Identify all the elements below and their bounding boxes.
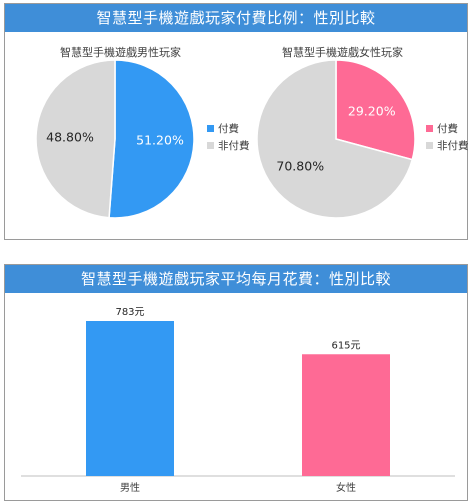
male-pie-title: 智慧型手機遊戲男性玩家 <box>60 46 181 59</box>
male-pie-label-paid: 51.20% <box>136 133 184 148</box>
legend-label-paid: 付費 <box>218 123 239 135</box>
x-tick-label-female: 女性 <box>336 481 356 494</box>
legend-label-unpaid: 非付費 <box>218 140 250 152</box>
x-tick-label-male: 男性 <box>120 481 140 494</box>
pie-charts: 51.20% 48.80% 29.20% 70.80% <box>35 59 416 219</box>
paid-ratio-banner: 智慧型手機遊戲玩家付費比例：性別比較 <box>5 4 467 32</box>
female-pie-title: 智慧型手機遊戲女性玩家 <box>282 46 403 59</box>
legend-label-unpaid: 非付費 <box>437 140 469 152</box>
legend-swatch-paid <box>207 125 214 132</box>
bar-data-label-male: 783元 <box>115 307 144 318</box>
paid-ratio-panel: 智慧型手機遊戲玩家付費比例：性別比較 智慧型手機遊戲男性玩家 智慧型手機遊戲女性… <box>4 3 469 240</box>
bar-female <box>302 354 390 476</box>
legend-swatch-paid <box>426 125 433 132</box>
legend-item-unpaid: 非付費 <box>207 137 250 154</box>
monthly-spend-panel: 智慧型手機遊戲玩家平均每月花費：性別比較 783元男性 615元女性 <box>4 264 468 501</box>
legend-swatch-unpaid <box>426 142 433 149</box>
female-pie-legend: 付費 非付費 <box>426 120 469 154</box>
legend-swatch-unpaid <box>207 142 214 149</box>
legend-label-paid: 付費 <box>437 123 458 135</box>
female-pie-label-paid: 29.20% <box>348 104 396 119</box>
monthly-spend-banner: 智慧型手機遊戲玩家平均每月花費：性別比較 <box>5 265 467 293</box>
female-pie-label-unpaid: 70.80% <box>276 158 324 173</box>
female-pie-slice-paid <box>335 59 416 161</box>
male-pie-legend: 付費 非付費 <box>207 120 250 154</box>
legend-item-paid: 付費 <box>207 120 250 137</box>
male-pie-slice-paid <box>108 59 195 219</box>
legend-item-unpaid: 非付費 <box>426 137 469 154</box>
female-pie-slice-unpaid <box>256 59 414 219</box>
legend-item-paid: 付費 <box>426 120 469 137</box>
male-pie-slice-unpaid <box>35 59 116 219</box>
bar-male <box>86 321 174 476</box>
male-pie-label-unpaid: 48.80% <box>46 129 94 144</box>
bar-data-label-female: 615元 <box>331 340 360 351</box>
